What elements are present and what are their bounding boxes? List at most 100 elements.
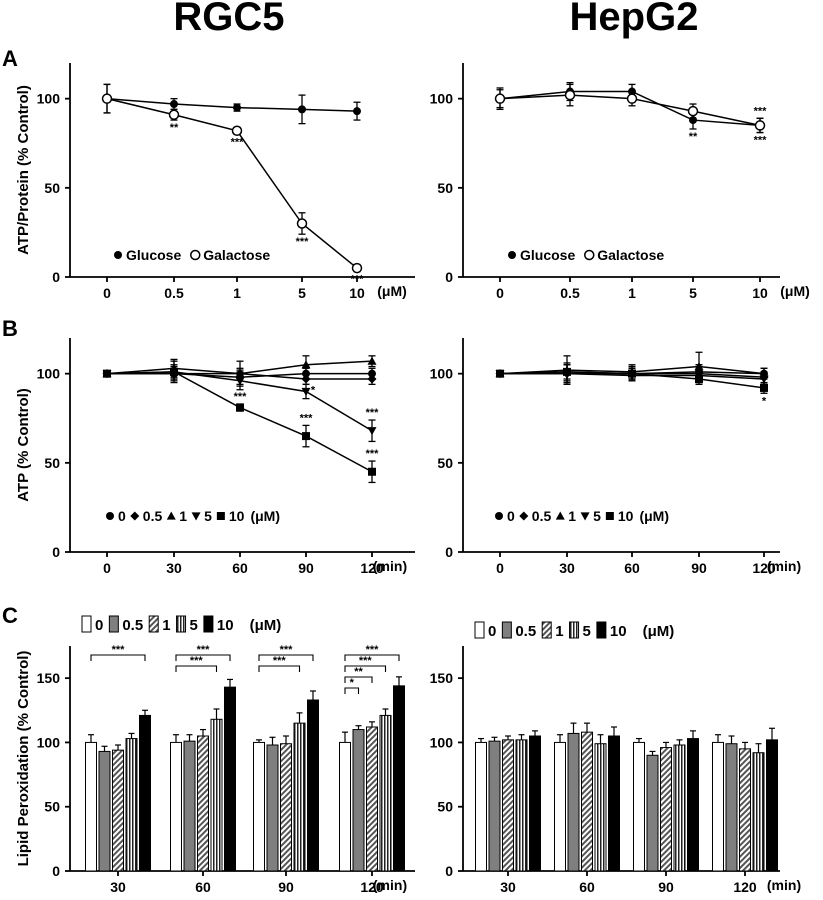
legend-label: 10 xyxy=(618,508,634,524)
x-tick-label: 30 xyxy=(500,879,516,895)
data-point xyxy=(367,427,377,436)
y-tick-label: 50 xyxy=(437,455,453,471)
bar xyxy=(646,754,659,872)
data-point xyxy=(235,377,245,386)
bar xyxy=(339,741,351,872)
y-tick-label: 0 xyxy=(52,269,60,285)
bar-series-1 xyxy=(112,721,378,872)
significance-label: *** xyxy=(754,135,768,147)
significance-label: *** xyxy=(300,412,314,424)
bar xyxy=(253,741,265,872)
legend-label: Galactose xyxy=(597,247,664,263)
y-tick-label: 50 xyxy=(437,180,453,196)
bar xyxy=(554,741,566,872)
y-tick-label: 50 xyxy=(437,799,453,815)
column-title-rgc5: RGC5 xyxy=(173,0,284,39)
data-point xyxy=(302,432,310,441)
bar xyxy=(266,744,279,872)
series-Galactose: *** xyxy=(494,83,767,134)
significance-bracket xyxy=(258,665,301,672)
x-tick-label: 60 xyxy=(624,560,640,576)
x-tick-label: 60 xyxy=(195,879,211,895)
data-point xyxy=(296,218,308,229)
bar xyxy=(766,739,778,872)
data-point xyxy=(494,93,506,104)
data-point xyxy=(626,93,638,104)
bar xyxy=(752,752,765,872)
bar-series-0_5 xyxy=(488,722,738,872)
legend-swatch xyxy=(541,621,552,639)
legend-marker xyxy=(130,511,140,521)
bar-series-10 xyxy=(529,726,778,872)
x-unit-label: (min) xyxy=(373,558,407,574)
bar xyxy=(739,748,751,872)
data-point xyxy=(170,367,178,376)
legend-label: 1 xyxy=(568,508,576,524)
bar xyxy=(183,740,196,872)
y-tick-label: 0 xyxy=(52,863,60,879)
y-tick-label: 0 xyxy=(445,269,453,285)
chart-b-hepg2: 0 50 100 0 30 60 90 120(min) * 0 0.5 1 5 10 (μM) xyxy=(430,338,801,576)
data-point xyxy=(236,403,244,412)
legend-label: 0.5 xyxy=(532,508,552,524)
significance-label: *** xyxy=(197,644,211,656)
series-line xyxy=(106,97,358,112)
bar xyxy=(673,744,686,872)
bar-series-0 xyxy=(475,734,724,872)
y-tick-label: 50 xyxy=(44,455,60,471)
significance-label: ** xyxy=(354,666,363,678)
y-tick-label: 100 xyxy=(430,366,454,382)
legend-swatch xyxy=(501,621,512,639)
bar-series-1 xyxy=(502,722,751,872)
x-tick-label: 1 xyxy=(233,285,241,301)
x-tick-label: 120 xyxy=(752,560,776,576)
legend-marker xyxy=(605,512,614,520)
legend-label: 0 xyxy=(95,617,103,634)
x-tick-label: 0 xyxy=(103,285,111,301)
legend-swatch xyxy=(108,615,119,633)
y-tick-label: 100 xyxy=(430,734,454,750)
x-tick-label: 0 xyxy=(496,285,504,301)
bar xyxy=(475,741,487,872)
bar xyxy=(170,741,182,872)
legend: Glucose Galactose xyxy=(114,247,270,263)
significance-label: *** xyxy=(366,407,380,419)
x-tick-label: 90 xyxy=(298,560,314,576)
data-point xyxy=(564,89,576,101)
bar-series-0_5 xyxy=(98,725,365,872)
significance-label: *** xyxy=(296,236,310,248)
legend-label: 10 xyxy=(217,617,234,634)
data-point xyxy=(687,105,699,117)
significance-label: *** xyxy=(280,644,294,656)
data-point xyxy=(351,262,363,274)
x-tick-label: 0 xyxy=(103,560,111,576)
chart-c-hepg2: 0 50 100 150 30 60 90 120 (min) 0 0.5 1 5 10 (μM) xyxy=(430,621,801,895)
panel-label-b: B xyxy=(2,316,18,341)
bar-series-0 xyxy=(85,731,351,872)
bar xyxy=(712,741,724,872)
legend-label: 10 xyxy=(610,623,627,640)
legend-swatch xyxy=(203,615,214,633)
data-point xyxy=(628,369,636,378)
legend-marker xyxy=(584,249,595,261)
y-tick-label: 100 xyxy=(430,91,454,107)
series-10: * xyxy=(496,364,768,407)
y-tick-label: 150 xyxy=(430,670,454,686)
y-tick-label: 100 xyxy=(37,91,61,107)
x-tick-label: 0.5 xyxy=(560,285,580,301)
significance-label: * xyxy=(762,395,767,407)
x-tick-label: 5 xyxy=(689,285,697,301)
bar xyxy=(515,739,528,872)
legend-label: Galactose xyxy=(203,247,270,263)
data-point xyxy=(101,93,113,104)
x-tick-label: 60 xyxy=(232,560,248,576)
x-tick-label: 10 xyxy=(752,285,768,301)
data-point xyxy=(367,374,377,384)
legend-label: 1 xyxy=(162,617,170,634)
x-tick-label: 120 xyxy=(360,879,384,895)
legend-label: 0 xyxy=(488,623,496,640)
x-tick-label: 0.5 xyxy=(164,285,184,301)
significance-label: *** xyxy=(190,655,204,667)
data-point xyxy=(301,374,311,384)
legend: 0 0.5 1 5 10 (μM) xyxy=(474,621,674,640)
